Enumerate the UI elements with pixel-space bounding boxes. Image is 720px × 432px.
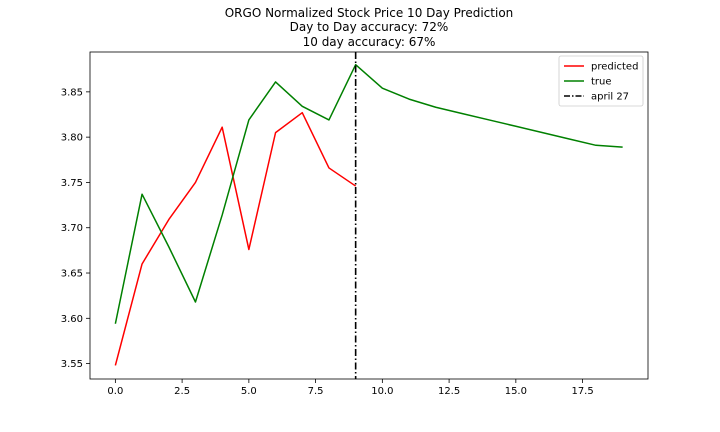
x-tick-label: 12.5 — [438, 386, 460, 397]
legend-box — [558, 55, 644, 107]
axes: 0.0 2.5 5.0 7.5 10.0 12.5 15.0 17.5 3.55 3.60 3.65… — [61, 51, 649, 397]
legend: predicted true april 27 — [558, 55, 644, 107]
x-tick-label: 5.0 — [241, 386, 257, 397]
series-line-true — [114, 63, 623, 324]
chart-title-line-1: ORGO Normalized Stock Price 10 Day Predi… — [225, 6, 514, 20]
x-tick-label: 7.5 — [308, 386, 324, 397]
y-tick-label: 3.75 — [61, 178, 83, 189]
y-tick-label: 3.65 — [61, 269, 83, 280]
y-tick-label: 3.70 — [61, 223, 83, 234]
legend-label-predicted: predicted — [591, 62, 638, 73]
series-line-predicted — [114, 111, 357, 366]
chart-title-line-2: Day to Day accuracy: 72% — [290, 20, 449, 34]
chart-title-line-3: 10 day accuracy: 67% — [303, 35, 436, 49]
x-tick-label: 17.5 — [571, 386, 593, 397]
x-tick-label: 2.5 — [174, 386, 190, 397]
x-tick-label: 15.0 — [505, 386, 527, 397]
plot-area — [114, 52, 623, 379]
legend-label-april-27: april 27 — [591, 92, 629, 103]
x-tick-label: 0.0 — [107, 386, 123, 397]
plot-frame — [89, 51, 649, 380]
legend-label-true: true — [591, 77, 612, 88]
y-tick-label: 3.85 — [61, 87, 83, 98]
y-tick-label: 3.80 — [61, 133, 83, 144]
x-tick-label: 10.0 — [371, 386, 393, 397]
chart-title: ORGO Normalized Stock Price 10 Day Predi… — [225, 6, 514, 49]
y-tick-label: 3.60 — [61, 314, 83, 325]
y-tick-label: 3.55 — [61, 359, 83, 370]
